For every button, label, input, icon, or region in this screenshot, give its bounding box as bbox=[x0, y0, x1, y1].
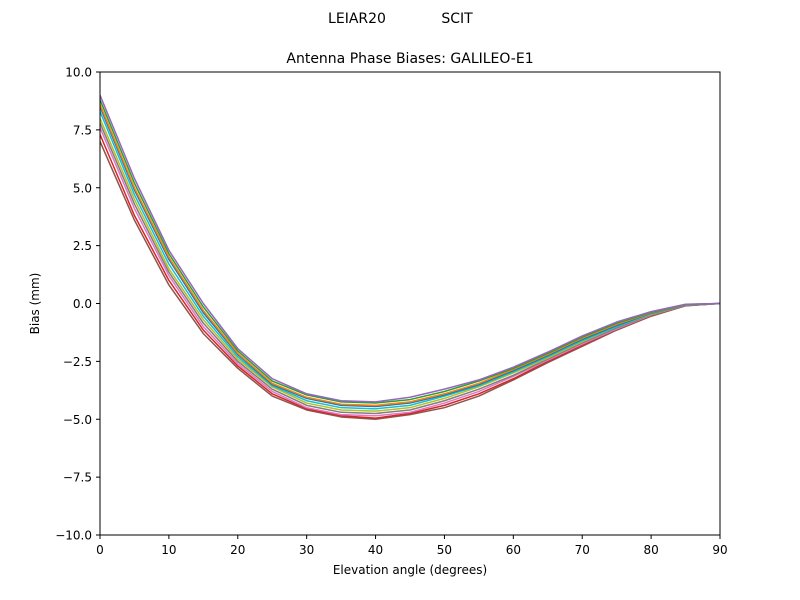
suptitle-antenna: LEIAR20 bbox=[328, 11, 386, 27]
x-axis-label: Elevation angle (degrees) bbox=[333, 563, 487, 577]
x-tick-label: 70 bbox=[575, 543, 590, 557]
chart-title: Antenna Phase Biases: GALILEO-E1 bbox=[286, 51, 533, 67]
y-tick-label: 7.5 bbox=[73, 123, 92, 137]
x-tick-label: 0 bbox=[96, 543, 104, 557]
x-tick-label: 90 bbox=[712, 543, 727, 557]
series-line-1 bbox=[100, 141, 720, 420]
y-tick-label: −5.0 bbox=[63, 413, 92, 427]
y-tick-label: 0.0 bbox=[73, 297, 92, 311]
y-axis-label: Bias (mm) bbox=[28, 273, 42, 335]
series-line-4 bbox=[100, 122, 720, 415]
x-axis-ticks: 0 10 20 30 40 50 60 70 80 90 bbox=[96, 535, 728, 557]
x-tick-label: 50 bbox=[437, 543, 452, 557]
series-line-10 bbox=[100, 94, 720, 403]
series-line-7 bbox=[100, 106, 720, 408]
series-line-9 bbox=[100, 99, 720, 404]
y-tick-label: 10.0 bbox=[65, 66, 92, 80]
series-line-6 bbox=[100, 111, 720, 410]
series-line-8 bbox=[100, 104, 720, 407]
y-axis-ticks: 10.0 7.5 5.0 2.5 0.0 −2.5 −5.0 −7.5 −10.0 bbox=[55, 66, 100, 543]
series-line-3 bbox=[100, 127, 720, 417]
x-tick-label: 60 bbox=[506, 543, 521, 557]
x-tick-label: 10 bbox=[161, 543, 176, 557]
y-tick-label: −2.5 bbox=[63, 355, 92, 369]
y-tick-label: 2.5 bbox=[73, 239, 92, 253]
x-tick-label: 80 bbox=[643, 543, 658, 557]
y-tick-label: −7.5 bbox=[63, 471, 92, 485]
suptitle-station: SCIT bbox=[441, 11, 473, 27]
y-tick-label: −10.0 bbox=[55, 529, 92, 543]
series-layer bbox=[100, 94, 720, 420]
x-tick-label: 30 bbox=[299, 543, 314, 557]
y-tick-label: 5.0 bbox=[73, 181, 92, 195]
x-tick-label: 20 bbox=[230, 543, 245, 557]
x-tick-label: 40 bbox=[368, 543, 383, 557]
